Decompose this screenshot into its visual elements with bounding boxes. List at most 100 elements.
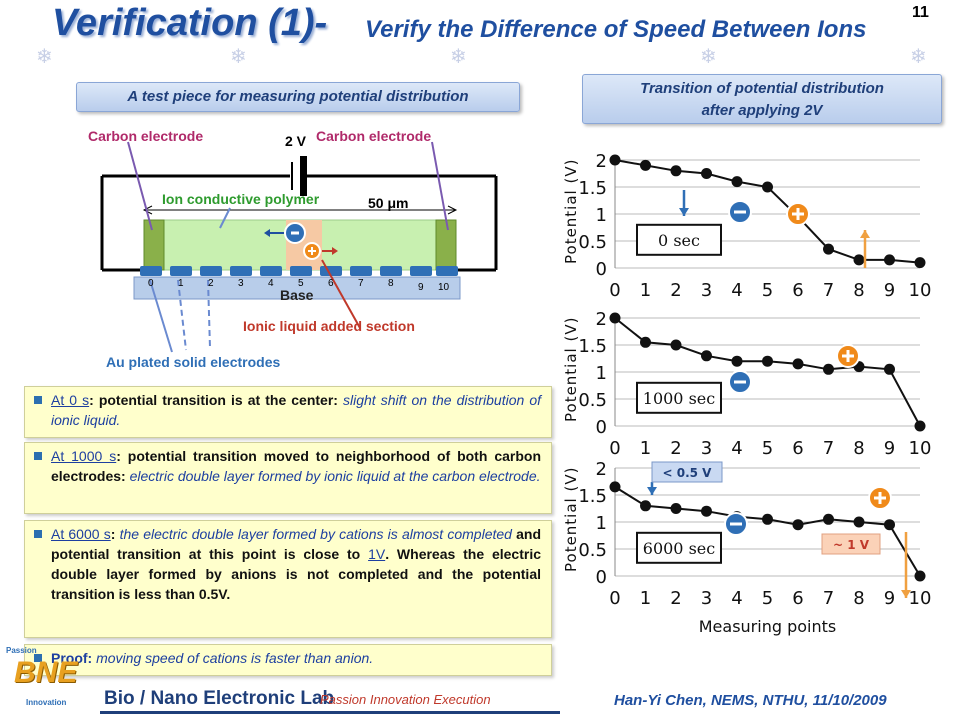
snowflake-icon: ❄ xyxy=(700,46,717,68)
y-tick-label: 1 xyxy=(596,205,607,226)
x-axis-label: Measuring points xyxy=(699,617,836,636)
logo-text: BNE xyxy=(14,656,78,689)
point-number: 7 xyxy=(358,278,364,289)
data-point xyxy=(609,312,621,324)
data-point xyxy=(731,176,743,188)
data-point xyxy=(884,363,895,375)
carbon-electrode-left-label: Carbon electrode xyxy=(88,128,204,144)
lab-tagline: Passion Innovation Execution xyxy=(320,692,491,707)
slide-subtitle: Verify the Difference of Speed Between I… xyxy=(365,16,867,43)
time-0s: At 0 s xyxy=(51,392,90,408)
y-tick-label: 1.5 xyxy=(578,336,607,357)
point-number-row: 0 1 2 3 4 5 6 7 8 9 10 xyxy=(136,278,466,293)
y-tick-label: 1.5 xyxy=(578,178,607,199)
data-point xyxy=(762,513,773,525)
bullet-icon xyxy=(34,530,42,538)
snowflake-icon: ❄ xyxy=(450,46,467,68)
au-electrodes-label: Au plated solid electrodes xyxy=(106,354,281,370)
bullet-icon xyxy=(34,654,42,662)
logo-top-text: Passion xyxy=(6,646,37,655)
note-low-label: < 0.5 V xyxy=(663,466,713,480)
footer-rule xyxy=(100,711,560,714)
point-number: 8 xyxy=(388,278,394,289)
time-legend-label: 1000 sec xyxy=(643,389,715,408)
data-point xyxy=(701,350,712,362)
transition-label-line1: Transition of potential distribution xyxy=(640,80,884,97)
snowflake-icon: ❄ xyxy=(230,46,247,68)
bne-logo: Passion BNE Innovation xyxy=(4,640,90,716)
x-tick-label: 5 xyxy=(762,438,773,459)
x-tick-label: 9 xyxy=(884,280,895,301)
bullet-text: : xyxy=(110,526,120,542)
y-tick-label: 2 xyxy=(596,151,607,172)
point-number: 5 xyxy=(298,278,304,289)
time-legend-box xyxy=(636,223,722,256)
x-tick-label: 0 xyxy=(609,588,620,609)
x-tick-label: 7 xyxy=(823,280,834,301)
proof-label: Proof: xyxy=(51,650,97,666)
y-tick-label: 1 xyxy=(596,363,607,384)
data-point xyxy=(823,243,834,255)
y-tick-label: 0.5 xyxy=(578,540,607,561)
data-point xyxy=(731,355,743,367)
x-tick-label: 5 xyxy=(762,280,773,301)
test-piece-label: A test piece for measuring potential dis… xyxy=(76,82,520,112)
data-point xyxy=(762,181,773,193)
bullet-box-6000s: At 6000 s: the electric double layer for… xyxy=(24,520,552,638)
y-tick-label: 2 xyxy=(596,309,607,330)
bullet-box-proof: Proof: moving speed of cations is faster… xyxy=(24,644,552,676)
bullet-text: and potential transition at this point i… xyxy=(51,526,541,562)
x-tick-label: 3 xyxy=(701,438,712,459)
x-tick-label: 8 xyxy=(853,438,864,459)
point-number: 10 xyxy=(438,282,450,293)
transition-label: Transition of potential distribution aft… xyxy=(582,74,942,124)
time-legend-label: 6000 sec xyxy=(643,539,715,558)
y-axis-label: Potential (V) xyxy=(562,467,580,572)
x-tick-label: 6 xyxy=(792,280,803,301)
snowflake-icon: ❄ xyxy=(910,46,927,68)
data-point xyxy=(670,339,682,351)
transition-label-line2: after applying 2V xyxy=(701,102,823,119)
y-tick-label: 1 xyxy=(596,513,607,534)
data-point xyxy=(853,516,865,528)
data-point xyxy=(640,336,651,348)
x-tick-label: 8 xyxy=(853,588,864,609)
data-point xyxy=(792,519,804,531)
x-tick-label: 10 xyxy=(909,438,932,459)
point-number: 3 xyxy=(238,278,244,289)
x-tick-label: 7 xyxy=(823,438,834,459)
time-legend-label: 0 sec xyxy=(658,231,700,250)
bullet-em: electric double layer formed by ionic li… xyxy=(129,468,541,484)
logo-bottom-text: Innovation xyxy=(26,698,67,707)
y-tick-label: 0 xyxy=(596,567,607,588)
point-number: 6 xyxy=(328,278,334,289)
data-point xyxy=(609,481,621,493)
x-tick-label: 1 xyxy=(640,280,651,301)
slide-title: Verification (1)- xyxy=(52,2,328,44)
note-box xyxy=(821,533,881,555)
x-tick-label: 3 xyxy=(701,280,712,301)
y-tick-label: 0 xyxy=(596,259,607,280)
author-credit: Han-Yi Chen, NEMS, NTHU, 11/10/2009 xyxy=(614,692,887,709)
time-legend-box xyxy=(636,531,722,564)
base-label: Base xyxy=(280,287,314,303)
point-number: 2 xyxy=(208,278,214,289)
bullet-text: . Whereas the electric double layer form… xyxy=(51,546,542,602)
x-tick-label: 2 xyxy=(670,438,681,459)
point-number: 4 xyxy=(268,278,274,289)
x-tick-label: 9 xyxy=(884,588,895,609)
data-point xyxy=(640,159,651,171)
bullet-text: : potential transition moved to neighbor… xyxy=(51,448,541,484)
y-axis-label: Potential (V) xyxy=(562,317,580,422)
y-tick-label: 2 xyxy=(596,459,607,480)
point-number: 9 xyxy=(418,282,424,293)
time-6000s: At 6000 s xyxy=(51,526,111,542)
data-point xyxy=(914,420,926,432)
arrow-head xyxy=(901,590,911,598)
x-tick-label: 3 xyxy=(701,588,712,609)
data-point xyxy=(914,257,926,269)
bullet-em: the electric double layer formed by cati… xyxy=(119,526,512,542)
x-tick-label: 10 xyxy=(909,588,932,609)
point-number: 0 xyxy=(148,278,154,289)
